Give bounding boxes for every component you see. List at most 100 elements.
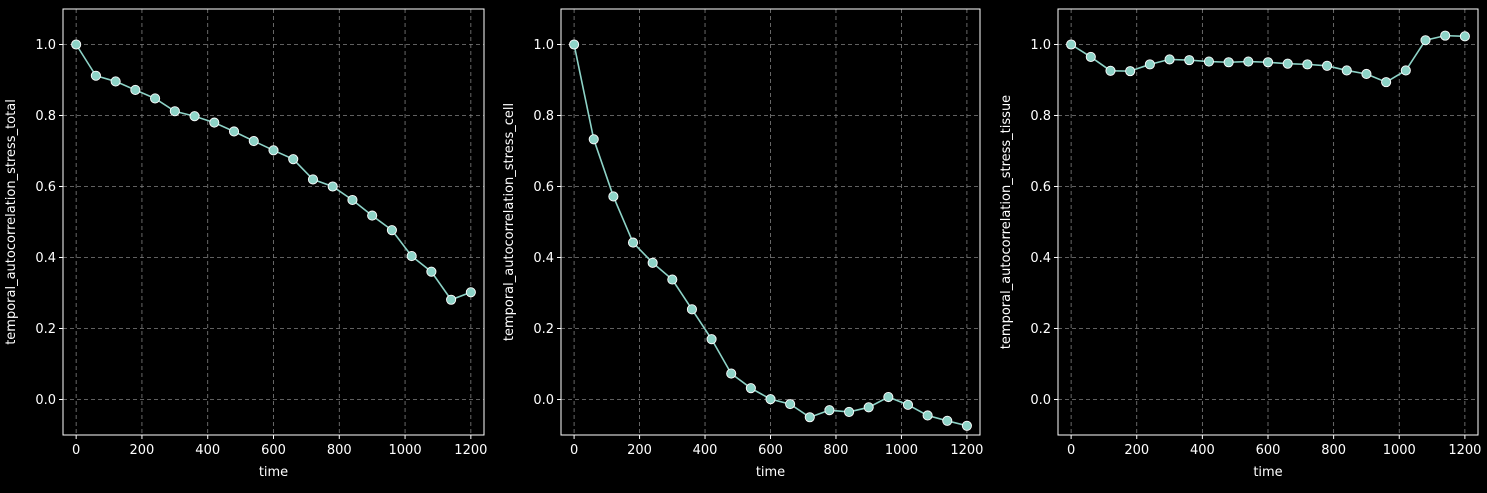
data-point — [1164, 54, 1175, 65]
data-point — [942, 415, 953, 426]
data-point — [785, 399, 796, 410]
data-point — [706, 334, 717, 345]
data-point — [150, 93, 161, 104]
data-point — [347, 194, 358, 206]
x-tick-label: 0 — [1067, 443, 1075, 458]
x-tick-label: 800 — [327, 443, 352, 458]
data-point — [745, 383, 756, 394]
y-tick-label: 1.0 — [35, 38, 56, 53]
data-point — [1282, 58, 1293, 69]
data-point — [1184, 55, 1195, 66]
y-tick-label: 1.0 — [533, 38, 554, 53]
data-point — [189, 111, 200, 122]
y-tick-label: 0.6 — [533, 180, 554, 195]
x-tick-label: 1200 — [1448, 443, 1481, 458]
x-tick-label: 0 — [72, 443, 80, 458]
y-tick-label: 1.0 — [1030, 38, 1051, 53]
data-point — [627, 237, 639, 248]
y-tick-label: 0.4 — [533, 251, 554, 266]
data-point — [647, 257, 658, 268]
subplot-3: 0 200 400 600 800 1000 1200 0.0 0.2 0.4 0.6 0.8 1.0 t… — [999, 8, 1481, 480]
data-point — [1105, 65, 1116, 76]
y-axis-label: temporal_autocorrelation_stress_tissue — [999, 95, 1014, 349]
data-point — [446, 294, 457, 305]
x-tick-label: 800 — [824, 443, 849, 458]
y-tick-label: 0.2 — [533, 322, 554, 337]
data-point — [209, 117, 220, 128]
data-point — [1400, 65, 1411, 76]
data-point — [961, 420, 972, 431]
y-axis-label: temporal_autocorrelation_stress_total — [4, 99, 19, 345]
y-tick-label: 0.6 — [1030, 180, 1051, 195]
y-tick-label: 0.2 — [35, 322, 56, 337]
y-tick-label: 0.8 — [1030, 109, 1051, 124]
y-tick-label: 0.0 — [533, 393, 554, 408]
data-point — [90, 70, 101, 81]
data-point — [569, 39, 580, 50]
x-tick-label: 0 — [570, 443, 578, 458]
data-point — [268, 145, 279, 156]
data-point — [327, 181, 338, 192]
y-axis-label: temporal_autocorrelation_stress_cell — [502, 103, 517, 341]
data-point — [1262, 57, 1274, 68]
data-point — [686, 304, 697, 315]
x-tick-label: 400 — [195, 443, 220, 458]
data-point — [130, 84, 141, 95]
x-tick-label: 600 — [1256, 443, 1281, 458]
data-point — [765, 394, 776, 405]
x-tick-label: 1000 — [389, 443, 422, 458]
y-tick-label: 0.0 — [35, 393, 56, 408]
data-point — [71, 39, 82, 50]
data-point — [1322, 60, 1333, 71]
y-tick-label: 0.8 — [35, 109, 56, 124]
data-point — [465, 287, 476, 298]
data-point — [110, 76, 121, 87]
data-point — [902, 399, 914, 410]
data-point — [726, 368, 737, 379]
data-point — [386, 225, 397, 236]
subplot-1: 0 200 400 600 800 1000 1200 0.0 0.2 0.4 0.6 0.8 1.0 t… — [4, 8, 487, 480]
x-tick-label: 200 — [130, 443, 155, 458]
x-tick-label: 1000 — [1383, 443, 1416, 458]
x-tick-label: 200 — [1124, 443, 1149, 458]
data-point — [406, 251, 417, 262]
data-point — [228, 126, 240, 137]
data-point — [1341, 65, 1352, 76]
x-tick-label: 400 — [1190, 443, 1215, 458]
data-point — [883, 391, 894, 403]
x-axis-label: time — [1253, 465, 1282, 480]
data-point — [1420, 35, 1431, 46]
data-point — [922, 410, 933, 421]
y-tick-label: 0.6 — [35, 180, 56, 195]
y-tick-label: 0.8 — [533, 109, 554, 124]
data-point — [1243, 56, 1254, 67]
data-point — [288, 154, 299, 165]
data-point — [248, 136, 259, 147]
x-tick-label: 1200 — [454, 443, 487, 458]
y-tick-label: 0.4 — [1030, 251, 1051, 266]
x-tick-label: 1200 — [950, 443, 983, 458]
data-point — [804, 412, 815, 423]
data-point — [426, 266, 437, 277]
data-point — [1223, 57, 1234, 68]
data-point — [1381, 77, 1392, 88]
x-tick-label: 600 — [758, 443, 783, 458]
data-point — [367, 210, 378, 221]
x-tick-label: 600 — [261, 443, 286, 458]
x-tick-label: 200 — [627, 443, 652, 458]
data-point — [1144, 59, 1155, 70]
data-point — [1361, 68, 1372, 80]
y-tick-label: 0.2 — [1030, 322, 1051, 337]
data-point — [1066, 39, 1077, 50]
data-point — [1203, 56, 1214, 67]
x-axis-label: time — [756, 465, 785, 480]
data-point — [608, 191, 619, 202]
data-point — [1125, 66, 1136, 77]
data-point — [169, 106, 180, 117]
data-point — [588, 134, 599, 145]
x-tick-label: 1000 — [885, 443, 918, 458]
data-point — [824, 405, 835, 416]
y-tick-label: 0.0 — [1030, 393, 1051, 408]
data-point — [863, 402, 874, 413]
